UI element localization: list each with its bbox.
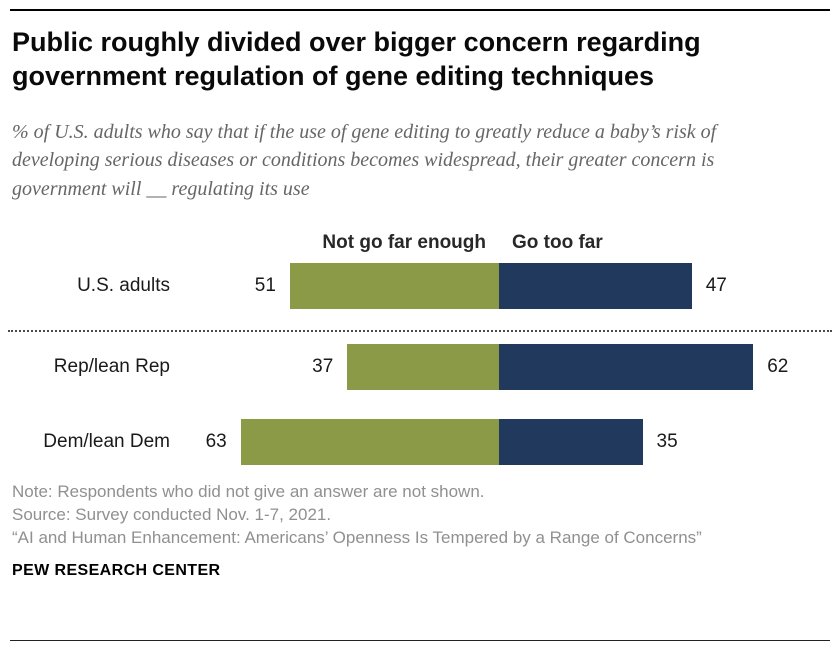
category-label: Dem/lean Dem — [43, 430, 170, 452]
footnotes: Note: Respondents who did not give an an… — [12, 480, 828, 549]
bar-not-go-far-enough — [347, 343, 499, 390]
note-text: Note: Respondents who did not give an an… — [12, 482, 485, 501]
pew-research-center-wordmark: PEW RESEARCH CENTER — [12, 562, 221, 579]
chart-subtitle: % of U.S. adults who say that if the use… — [12, 121, 717, 200]
chart-title: Public roughly divided over bigger conce… — [12, 27, 701, 91]
bar-go-too-far — [499, 343, 754, 390]
report-title-text: “AI and Human Enhancement: Americans’ Op… — [12, 528, 702, 548]
legend-label-not-go-far-enough: Not go far enough — [322, 232, 486, 253]
chart-row-us-adults: U.S. adults 51 47 — [0, 262, 840, 309]
dotted-separator — [8, 330, 832, 332]
legend-label-go-too-far: Go too far — [512, 232, 603, 253]
value-label-right: 62 — [767, 355, 789, 377]
source-text: Source: Survey conducted Nov. 1-7, 2021. — [12, 505, 332, 525]
category-label: U.S. adults — [77, 274, 170, 296]
value-label-left: 51 — [254, 274, 276, 296]
category-label: Rep/lean Rep — [53, 355, 170, 377]
value-label-right: 35 — [656, 430, 678, 452]
value-label-right: 47 — [705, 274, 727, 296]
bar-go-too-far — [499, 262, 692, 309]
bottom-divider — [10, 640, 830, 641]
value-label-left: 37 — [312, 355, 334, 377]
bar-go-too-far — [499, 418, 643, 465]
value-label-left: 63 — [205, 430, 227, 452]
bar-not-go-far-enough — [289, 262, 499, 309]
chart-row-rep-lean-rep: Rep/lean Rep 37 62 — [0, 343, 840, 390]
top-divider — [10, 9, 830, 11]
bar-not-go-far-enough — [240, 418, 499, 465]
chart-row-dem-lean-dem: Dem/lean Dem 63 35 — [0, 418, 840, 465]
